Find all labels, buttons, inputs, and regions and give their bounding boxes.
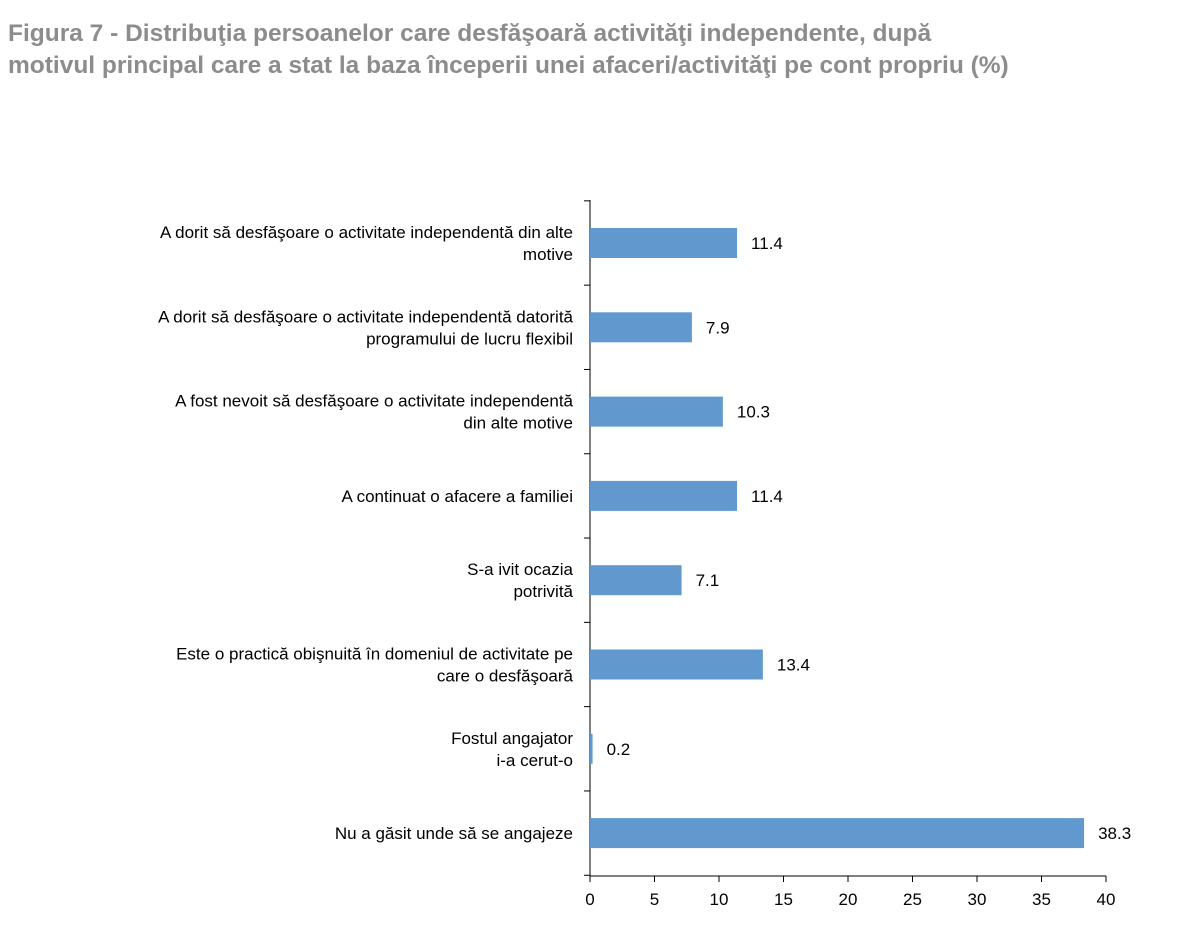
x-tick-label: 20 xyxy=(839,890,858,909)
category-label-line: A dorit să desfăşoare o activitate indep… xyxy=(160,223,573,242)
category-label: A continuat o afacere a familiei xyxy=(341,487,573,506)
category-label: Nu a găsit unde să se angajeze xyxy=(335,824,573,843)
data-label: 11.4 xyxy=(751,487,783,506)
category-label-line: i-a cerut-o xyxy=(496,751,573,770)
bar xyxy=(590,565,682,596)
x-tick-label: 30 xyxy=(968,890,987,909)
category-label: Este o practică obişnuită în domeniul de… xyxy=(176,645,573,686)
bar xyxy=(590,649,763,680)
category-label: A dorit să desfăşoare o activitate indep… xyxy=(158,307,573,348)
x-tick-label: 10 xyxy=(710,890,729,909)
x-tick-label: 35 xyxy=(1032,890,1051,909)
x-tick-labels: 0 5 10 15 20 25 30 35 40 xyxy=(585,890,1115,909)
x-tick-label: 5 xyxy=(650,890,659,909)
figure-title-line-2: motivul principal care a stat la baza în… xyxy=(8,52,1009,79)
data-label: 7.9 xyxy=(706,318,730,337)
category-label-line: Nu a găsit unde să se angajeze xyxy=(335,824,573,843)
bar xyxy=(590,312,692,343)
category-label-line: Fostul angajator xyxy=(451,729,573,748)
data-label: 10.3 xyxy=(737,403,770,422)
bar xyxy=(590,396,723,427)
chart-axes xyxy=(584,200,1107,882)
category-label: A fost nevoit să desfăşoare o activitate… xyxy=(175,392,573,433)
data-label: 0.2 xyxy=(607,740,631,759)
category-label-line: Este o practică obişnuită în domeniul de… xyxy=(176,645,573,664)
data-labels: 11.4 7.9 10.3 11.4 7.1 13.4 0.2 38.3 xyxy=(607,234,1132,843)
bar xyxy=(590,480,738,511)
category-label-line: A dorit să desfăşoare o activitate indep… xyxy=(158,307,573,326)
category-label-line: motive xyxy=(523,245,573,264)
data-label: 11.4 xyxy=(751,234,783,253)
bar xyxy=(590,733,593,764)
category-label-line: A continuat o afacere a familiei xyxy=(341,487,573,506)
data-label: 7.1 xyxy=(696,571,720,590)
category-label-line: din alte motive xyxy=(463,414,573,433)
x-tick-label: 40 xyxy=(1097,890,1116,909)
category-labels: A dorit să desfăşoare o activitate indep… xyxy=(158,223,573,843)
bar xyxy=(590,228,738,258)
bar xyxy=(590,818,1085,849)
figure-title: Figura 7 - Distribuţia persoanelor care … xyxy=(8,18,1158,82)
category-label: A dorit să desfăşoare o activitate indep… xyxy=(160,223,573,264)
category-label-line: care o desfăşoară xyxy=(437,667,574,686)
category-label-line: S-a ivit ocazia xyxy=(467,560,573,579)
category-label: S-a ivit ocazia potrivită xyxy=(467,560,573,601)
category-label-line: A fost nevoit să desfăşoare o activitate… xyxy=(175,392,573,411)
data-label: 38.3 xyxy=(1098,824,1131,843)
chart-bars xyxy=(590,228,1085,849)
x-tick-label: 15 xyxy=(774,890,793,909)
figure-title-line-1: Figura 7 - Distribuţia persoanelor care … xyxy=(8,20,932,47)
category-label-line: potrivită xyxy=(513,582,573,601)
x-tick-label: 0 xyxy=(585,890,594,909)
category-label-line: programului de lucru flexibil xyxy=(366,329,573,348)
x-tick-label: 25 xyxy=(903,890,922,909)
category-label: Fostul angajator i-a cerut-o xyxy=(451,729,573,770)
data-label: 13.4 xyxy=(777,656,810,675)
